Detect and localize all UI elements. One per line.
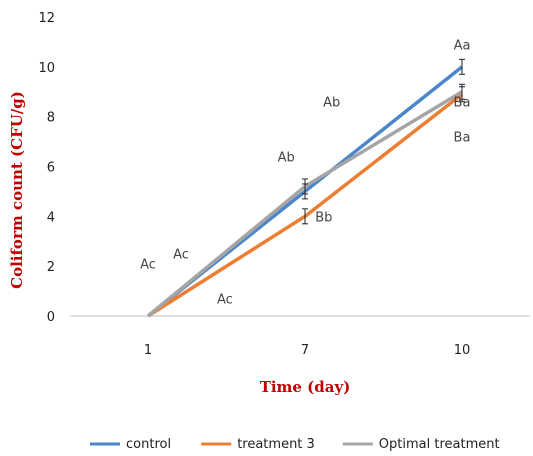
y-tick-label: 6 <box>47 161 55 176</box>
x-axis-ticks: 1 7 10 <box>144 343 470 358</box>
x-tick-label: 7 <box>301 343 309 358</box>
x-tick-label: 10 <box>454 343 471 358</box>
y-tick-label: 12 <box>38 11 55 26</box>
significance-label: Ba <box>454 96 471 111</box>
error-bar <box>459 83 465 100</box>
significance-label: Ac <box>140 258 156 273</box>
legend: control treatment 3 Optimal treatment <box>90 437 500 452</box>
error-bar <box>302 208 308 225</box>
legend-label: treatment 3 <box>237 437 315 452</box>
significance-label: Ac <box>173 248 189 263</box>
legend-item: treatment 3 <box>201 437 315 452</box>
x-tick-label: 1 <box>144 343 152 358</box>
legend-item: Optimal treatment <box>342 437 500 452</box>
y-tick-label: 2 <box>47 260 55 275</box>
error-bar <box>302 178 308 195</box>
y-axis-ticks: 0 2 4 6 8 10 12 <box>38 11 55 325</box>
significance-label: Ab <box>278 151 295 166</box>
significance-label: Ab <box>323 96 340 111</box>
error-bars <box>302 58 465 225</box>
significance-label: Bb <box>315 210 332 225</box>
series-line-treatment-3 <box>147 92 464 318</box>
y-tick-label: 10 <box>38 61 55 76</box>
legend-item: control <box>90 437 171 452</box>
y-axis-title: Coliform count (CFU/g) <box>8 91 26 289</box>
significance-label: Ac <box>217 293 233 308</box>
legend-label: control <box>126 437 171 452</box>
y-tick-label: 0 <box>47 310 55 325</box>
legend-label: Optimal treatment <box>379 437 500 452</box>
x-axis-title: Time (day) <box>260 378 351 396</box>
significance-label: Ba <box>454 131 471 146</box>
y-tick-label: 4 <box>47 210 55 225</box>
significance-label: Aa <box>454 38 471 53</box>
series-line-optimal-treatment <box>146 90 463 318</box>
y-tick-label: 8 <box>47 111 55 126</box>
significance-annotations: Ac Ac Ac Ab Ab Bb Aa Ba Ba <box>140 38 470 307</box>
error-bar <box>459 58 465 75</box>
